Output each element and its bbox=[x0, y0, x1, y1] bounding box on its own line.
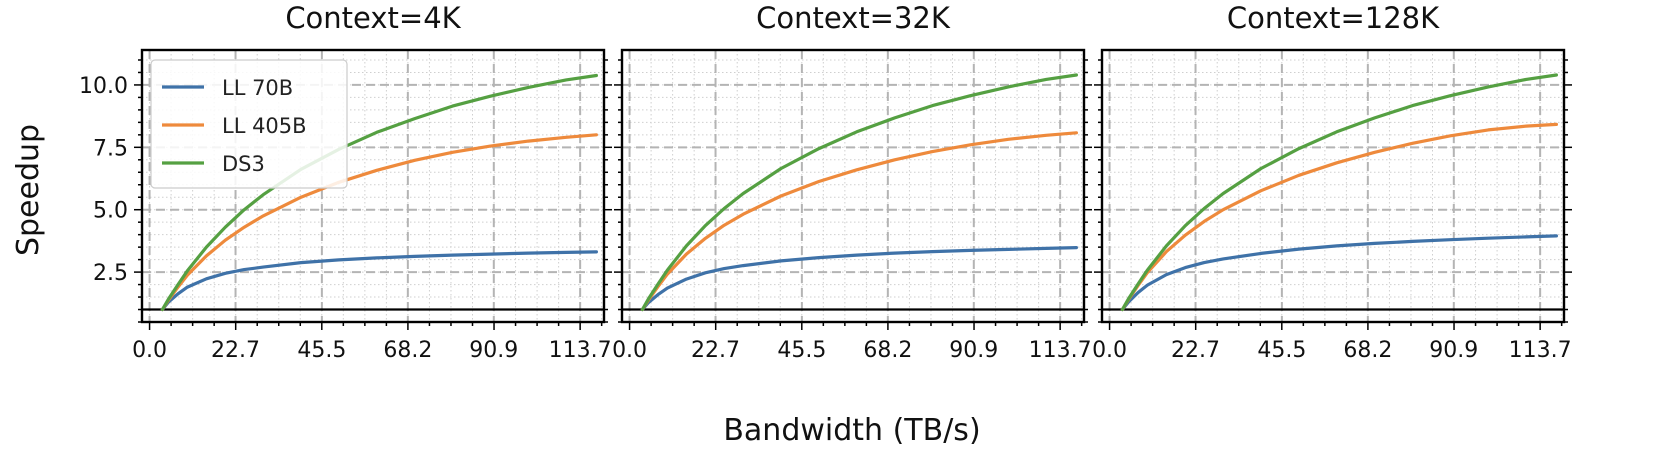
y-tick-label: 2.5 bbox=[93, 261, 128, 286]
x-tick-label: 90.9 bbox=[469, 338, 518, 363]
y-axis-label: Speedup bbox=[11, 124, 46, 256]
series-line-ll-70b bbox=[640, 246, 1079, 312]
x-tick-label: 22.7 bbox=[1171, 338, 1220, 363]
series-line-ll-405b bbox=[1120, 122, 1559, 312]
panel-3: 0.0 22.7 45.5 68.2 90.9 113.7 Context=128K bbox=[1092, 1, 1572, 363]
x-tick-label: 45.5 bbox=[297, 338, 346, 363]
x-tick-label: 0.0 bbox=[612, 338, 647, 363]
ticks bbox=[1094, 59, 1572, 330]
panel-title: Context=4K bbox=[285, 1, 461, 35]
major-grid bbox=[1102, 50, 1564, 322]
ticks bbox=[614, 59, 1092, 330]
x-tick-label: 113.7 bbox=[1509, 338, 1572, 363]
x-tick-label: 22.7 bbox=[691, 338, 740, 363]
legend: LL 70B LL 405B DS3 bbox=[150, 59, 348, 189]
x-tick-label: 68.2 bbox=[863, 338, 912, 363]
panel-2: 0.0 22.7 45.5 68.2 90.9 113.7 Context=32K bbox=[612, 1, 1092, 363]
y-tick-label: 5.0 bbox=[93, 199, 128, 224]
series-line-ds3 bbox=[1120, 73, 1559, 312]
series-line-ll-70b bbox=[160, 250, 599, 312]
legend-entry: LL 405B bbox=[222, 114, 307, 138]
panel-1: 0.0 22.7 45.5 68.2 90.9 113.7 2.5 5.0 7.5 10.0 Con… bbox=[79, 1, 612, 363]
series-line-ds3 bbox=[640, 73, 1079, 312]
x-tick-label: 90.9 bbox=[1429, 338, 1478, 363]
series-line-ll-70b bbox=[1120, 234, 1559, 312]
ticks bbox=[134, 59, 612, 330]
minor-grid bbox=[1102, 50, 1564, 323]
series-line-ll-405b bbox=[160, 133, 599, 312]
x-tick-label: 22.7 bbox=[211, 338, 260, 363]
series-line-ll-405b bbox=[640, 131, 1079, 312]
axes-frame bbox=[1100, 48, 1566, 324]
x-tick-label: 45.5 bbox=[777, 338, 826, 363]
x-tick-label: 90.9 bbox=[949, 338, 998, 363]
y-tick-label: 10.0 bbox=[79, 74, 128, 99]
legend-box bbox=[150, 59, 348, 189]
x-tick-label: 68.2 bbox=[1343, 338, 1392, 363]
x-tick-label: 113.7 bbox=[549, 338, 612, 363]
y-tick-label: 7.5 bbox=[93, 136, 128, 161]
axes-frame bbox=[140, 48, 606, 324]
panel-title: Context=128K bbox=[1227, 1, 1440, 35]
x-axis-label: Bandwidth (TB/s) bbox=[723, 413, 980, 448]
panel-title: Context=32K bbox=[756, 1, 951, 35]
x-tick-label: 0.0 bbox=[132, 338, 167, 363]
x-tick-label: 0.0 bbox=[1092, 338, 1127, 363]
x-tick-label: 113.7 bbox=[1029, 338, 1092, 363]
x-tick-label: 45.5 bbox=[1257, 338, 1306, 363]
major-grid bbox=[622, 50, 1084, 322]
x-tick-label: 68.2 bbox=[383, 338, 432, 363]
legend-entry: DS3 bbox=[222, 152, 265, 176]
minor-grid bbox=[622, 50, 1084, 323]
axes-frame bbox=[620, 48, 1086, 324]
legend-entry: LL 70B bbox=[222, 76, 293, 100]
